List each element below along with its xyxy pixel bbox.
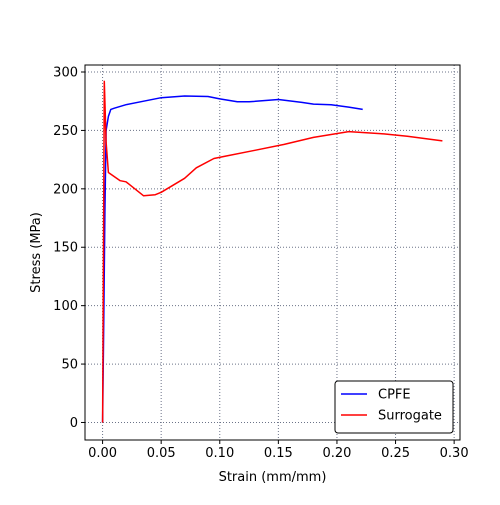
- x-tick-label: 0.30: [440, 446, 469, 461]
- x-tick-label: 0.25: [381, 446, 410, 461]
- series-layer: [101, 80, 443, 423]
- x-tick-label: 0.10: [205, 446, 234, 461]
- y-tick-label: 0: [70, 416, 78, 431]
- legend: CPFE Surrogate: [334, 380, 454, 434]
- plot-frame: [84, 64, 461, 441]
- y-tick-label: 100: [53, 299, 78, 314]
- y-axis-label: Stress (MPa): [29, 212, 44, 293]
- y-tick-label: 150: [53, 241, 78, 256]
- x-tick-label: 0.20: [322, 446, 351, 461]
- x-axis-label: Strain (mm/mm): [219, 470, 327, 485]
- y-tick-label: 300: [53, 66, 78, 81]
- series-line-surrogate: [101, 80, 443, 423]
- series-line-cpfe: [101, 95, 363, 423]
- tick-layer: 0.00 0.05 0.10 0.15 0.20 0.25 0.30 0 50 100 150 200…: [53, 66, 468, 461]
- legend-label: CPFE: [378, 388, 411, 403]
- legend-label: Surrogate: [378, 409, 442, 424]
- y-tick-label: 250: [53, 124, 78, 139]
- x-tick-label: 0.05: [147, 446, 176, 461]
- y-tick-label: 200: [53, 182, 78, 197]
- y-tick-label: 50: [61, 358, 78, 373]
- x-tick-label: 0.00: [88, 446, 117, 461]
- x-tick-label: 0.15: [264, 446, 293, 461]
